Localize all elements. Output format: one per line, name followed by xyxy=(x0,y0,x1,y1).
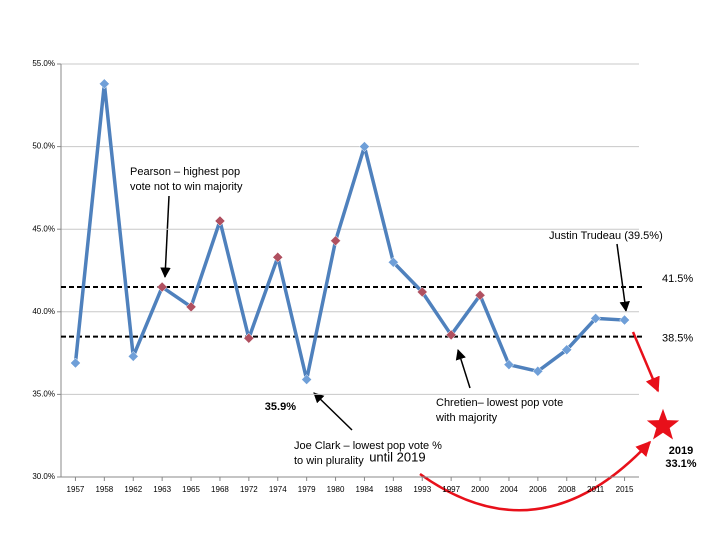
reference-label: 38.5% xyxy=(662,332,693,344)
x-tick-label: 2011 xyxy=(587,485,605,494)
x-tick-label: 2006 xyxy=(529,485,547,494)
x-tick-label: 1997 xyxy=(442,485,460,494)
data-point xyxy=(330,235,341,247)
data-point xyxy=(532,365,544,377)
x-tick-label: 2000 xyxy=(471,485,489,494)
x-tick-label: 1993 xyxy=(413,485,431,494)
data-point xyxy=(474,289,486,301)
x-tick-label: 2008 xyxy=(558,485,576,494)
y-tick-label: 50.0% xyxy=(32,142,55,151)
x-tick-label: 1965 xyxy=(182,485,200,494)
series-line xyxy=(73,82,625,382)
x-tick-label: 1974 xyxy=(269,485,287,494)
x-tick-label: 1963 xyxy=(153,485,171,494)
data-point xyxy=(214,215,226,227)
y-tick-label: 55.0% xyxy=(32,59,55,68)
data-point xyxy=(359,141,370,152)
x-tick-label: 1980 xyxy=(327,485,345,494)
arrows xyxy=(160,195,660,512)
data-point xyxy=(272,251,284,263)
data-point xyxy=(301,374,313,385)
projection-label: 2019 xyxy=(669,445,693,457)
y-tick-label: 40.0% xyxy=(32,307,55,316)
data-point xyxy=(387,256,399,268)
projection-value-label: 33.1% xyxy=(665,458,696,470)
data-point xyxy=(619,314,630,326)
annotation: Pearson – highest pop xyxy=(130,166,240,178)
y-tick-label: 45.0% xyxy=(32,224,55,233)
data-point xyxy=(561,344,573,356)
data-point xyxy=(98,78,110,90)
x-tick-label: 1988 xyxy=(384,485,402,494)
data-point xyxy=(590,313,602,324)
x-tick-label: 1979 xyxy=(298,485,316,494)
data-point xyxy=(503,359,515,371)
annotation: Chretien– lowest pop vote xyxy=(436,397,563,409)
data-point xyxy=(156,281,168,293)
x-tick-label: 1984 xyxy=(356,485,374,494)
annotation: to win plurality xyxy=(294,455,364,467)
x-tick-label: 1972 xyxy=(240,485,258,494)
x-tick-label: 1962 xyxy=(124,485,142,494)
reference-label: 41.5% xyxy=(662,273,693,285)
data-point xyxy=(243,332,255,344)
x-tick-label: 1958 xyxy=(95,485,113,494)
x-tick-label: 2015 xyxy=(616,485,634,494)
x-tick-label: 1968 xyxy=(211,485,229,494)
y-tick-label: 35.0% xyxy=(32,390,55,399)
data-point xyxy=(185,301,197,313)
data-point xyxy=(70,357,81,369)
x-tick-label: 1957 xyxy=(67,485,85,494)
data-point xyxy=(127,351,139,362)
annotation: Joe Clark – lowest pop vote % xyxy=(294,440,442,452)
annotation: vote not to win majority xyxy=(130,181,243,193)
y-tick-label: 30.0% xyxy=(32,472,55,481)
annotation: with majority xyxy=(435,412,498,424)
x-tick-label: 2004 xyxy=(500,485,518,494)
annotation: 35.9% xyxy=(265,401,296,413)
projection-star xyxy=(646,408,680,440)
annotation: Justin Trudeau (39.5%) xyxy=(549,230,663,242)
data-point xyxy=(445,329,457,341)
annotation-highlight: until 2019 xyxy=(369,449,425,464)
data-point xyxy=(416,286,428,298)
